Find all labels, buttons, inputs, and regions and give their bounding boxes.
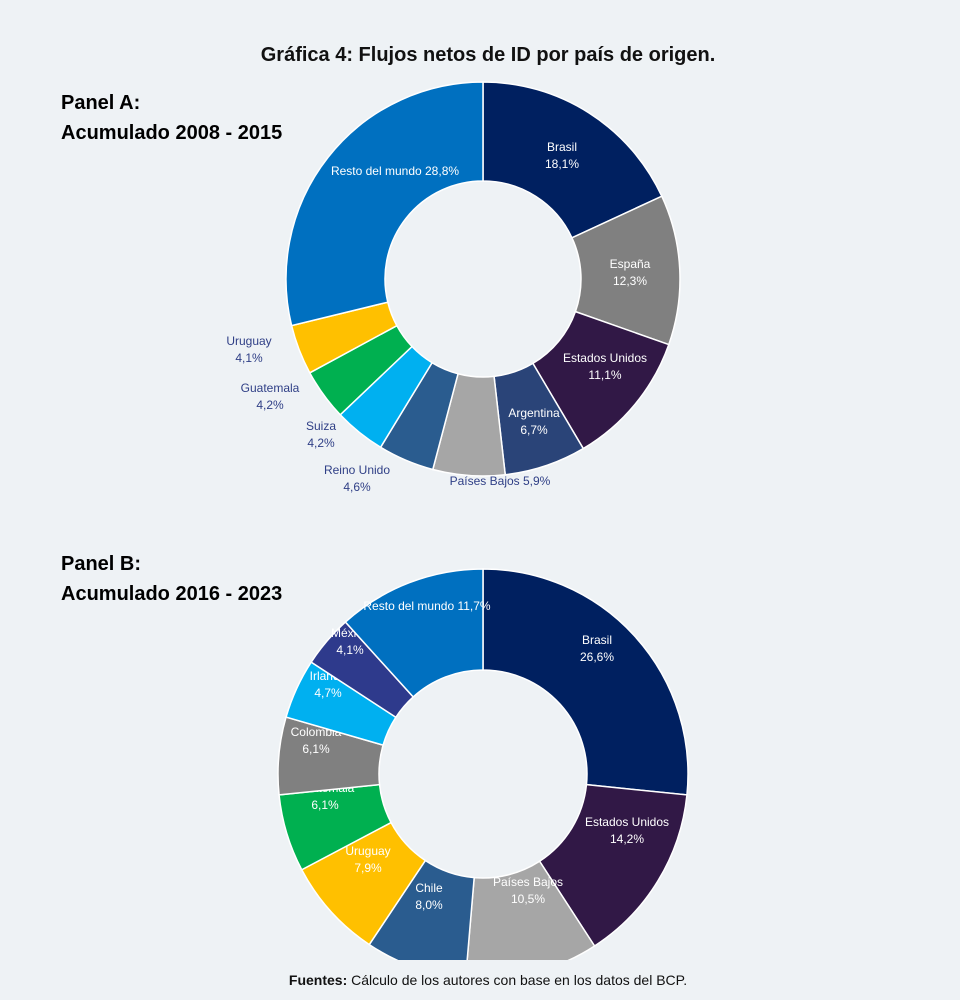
panel-b-label-brasil: Brasil 26,6% (580, 633, 614, 664)
chart-title: Gráfica 4: Flujos netos de ID por país d… (260, 44, 716, 66)
panel-b-label-paises-bajos: Países Bajos 10,5% (493, 875, 563, 906)
panel-a-heading: Panel A: Acumulado 2008 - 2015 (61, 88, 282, 148)
panel-b-label-chile: Chile 8,0% (415, 881, 443, 912)
panel-b-heading: Panel B: Acumulado 2016 - 2023 (61, 549, 282, 609)
panel-a-label-uruguay: Uruguay 4,1% (226, 334, 271, 365)
panel-a-heading-line1: Panel A: (61, 92, 141, 114)
panel-a-donut-chart: Brasil 18,1% España 12,3% Estados Unidos 11,1… (226, 81, 681, 494)
panel-b-slice-resto-del-mundo (344, 568, 484, 698)
panel-a-label-suiza: Suiza 4,2% (306, 419, 336, 450)
panel-a-label-paises-bajos: Países Bajos 5,9% (450, 474, 551, 488)
panel-b-label-uruguay: Uruguay 7,9% (345, 844, 390, 875)
panel-b-heading-line2: Acumulado 2016 - 2023 (61, 583, 283, 605)
panel-a-slice-brasil (482, 81, 663, 239)
panel-a-label-guatemala: Guatemala 4,2% (241, 381, 300, 412)
panel-a-label-resto-del-mundo: Resto del mundo 28,8% (331, 164, 459, 178)
panel-a-label-argentina: Argentina 6,7% (508, 406, 560, 437)
panel-a-label-estados-unidos: Estados Unidos 11,1% (563, 351, 647, 382)
panel-a-label-espana: España 12,3% (610, 257, 651, 288)
panel-b-slice-estados-unidos (538, 783, 688, 948)
footnote: Fuentes: Cálculo de los autores con base… (0, 972, 960, 988)
panel-a-label-brasil: Brasil 18,1% (545, 140, 579, 171)
panel-b-label-estados-unidos: Estados Unidos 14,2% (585, 815, 669, 846)
panel-a-slice-resto-del-mundo (285, 81, 484, 327)
footnote-label: Fuentes: (288, 972, 348, 988)
panel-b-slice-paises-bajos (466, 860, 596, 960)
footnote-text: Cálculo de los autores con base en los d… (347, 972, 688, 988)
panel-a-label-reino-unido: Reino Unido 4,6% (324, 463, 390, 494)
panel-b-slice-brasil (482, 568, 689, 796)
panel-b-label-resto-del-mundo: Resto del mundo 11,7% (363, 599, 491, 613)
panel-b-donut-chart: Brasil 26,6% Estados Unidos 14,2% Países Baj… (277, 568, 689, 960)
panel-b-heading-line1: Panel B: (61, 553, 142, 575)
panel-a-heading-line2: Acumulado 2008 - 2015 (61, 122, 283, 144)
